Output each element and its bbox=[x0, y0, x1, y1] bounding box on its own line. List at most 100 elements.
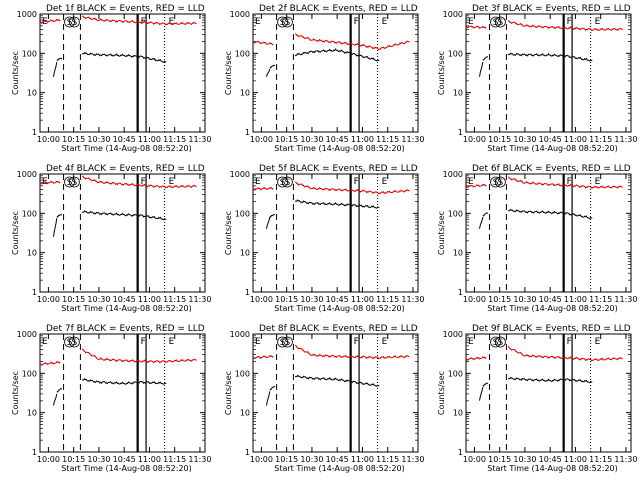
lld-series-segment-1 bbox=[39, 180, 61, 185]
y-tick-label: 100 bbox=[22, 49, 37, 58]
x-tick-label: 11:00 bbox=[138, 135, 161, 144]
y-tick-label: 1 bbox=[245, 448, 250, 457]
saa-marker-circle bbox=[495, 336, 506, 348]
lld-series-segment-1 bbox=[465, 183, 487, 189]
x-tick-label: 10:30 bbox=[87, 295, 110, 304]
x-tick-label: 10:15 bbox=[275, 295, 298, 304]
y-tick-label: 1000 bbox=[230, 330, 250, 339]
y-tick-label: 100 bbox=[235, 369, 250, 378]
y-tick-label: 100 bbox=[22, 209, 37, 218]
x-tick-label: 11:15 bbox=[376, 295, 399, 304]
plot-frame bbox=[252, 13, 419, 133]
x-tick-label: 10:30 bbox=[513, 455, 536, 464]
y-axis-label: Counts/sec bbox=[437, 371, 446, 415]
flare-marker-label: F bbox=[354, 337, 359, 347]
events-series-segment-3 bbox=[507, 52, 593, 62]
x-tick-label: 10:00 bbox=[37, 455, 60, 464]
x-tick-label: 10:45 bbox=[113, 135, 136, 144]
eclipse-marker-label: E bbox=[169, 177, 175, 187]
y-tick-label: 10 bbox=[240, 409, 250, 418]
events-series-segment-1 bbox=[266, 391, 271, 406]
events-series-segment-2 bbox=[56, 388, 63, 393]
x-tick-label: 11:30 bbox=[614, 455, 637, 464]
panel-title: Det 3f BLACK = Events, RED = LLD bbox=[472, 4, 631, 14]
eclipse-marker-label: E bbox=[595, 17, 601, 27]
lld-series-segment-1 bbox=[39, 18, 61, 25]
events-series-segment-2 bbox=[269, 64, 276, 69]
y-tick-label: 1000 bbox=[230, 170, 250, 179]
x-axis-label: Start Time (14-Aug-08 08:52:20) bbox=[61, 304, 192, 313]
y-tick-label: 1 bbox=[32, 128, 37, 137]
events-series-segment-2 bbox=[482, 56, 489, 61]
flare-marker-label: F bbox=[567, 337, 572, 347]
saa-marker-circle bbox=[69, 16, 80, 28]
x-tick-label: 10:00 bbox=[463, 455, 486, 464]
y-tick-label: 1000 bbox=[17, 330, 37, 339]
x-tick-label: 11:15 bbox=[163, 295, 186, 304]
x-tick-label: 11:00 bbox=[138, 455, 161, 464]
eclipse-marker-label-left: E bbox=[255, 177, 261, 187]
x-tick-label: 11:15 bbox=[376, 455, 399, 464]
y-axis-label: Counts/sec bbox=[11, 51, 20, 95]
x-tick-label: 10:30 bbox=[300, 455, 323, 464]
eclipse-marker-label: E bbox=[169, 17, 175, 27]
saa-marker-circle bbox=[282, 176, 293, 188]
x-tick-label: 10:15 bbox=[275, 135, 298, 144]
events-series-segment-3 bbox=[294, 48, 380, 62]
x-tick-label: 10:15 bbox=[62, 455, 85, 464]
x-tick-label: 11:15 bbox=[589, 135, 612, 144]
x-tick-label: 10:15 bbox=[488, 455, 511, 464]
x-axis-label: Start Time (14-Aug-08 08:52:20) bbox=[274, 304, 405, 313]
events-series-segment-1 bbox=[53, 62, 58, 77]
y-tick-label: 1 bbox=[245, 288, 250, 297]
x-tick-label: 10:15 bbox=[488, 295, 511, 304]
y-tick-label: 1 bbox=[32, 448, 37, 457]
x-tick-label: 10:45 bbox=[539, 295, 562, 304]
flare-marker-label: F bbox=[354, 17, 359, 27]
x-tick-label: 11:00 bbox=[351, 135, 374, 144]
x-tick-label: 10:45 bbox=[113, 455, 136, 464]
events-series-segment-1 bbox=[266, 216, 271, 229]
eclipse-marker-label-left: E bbox=[468, 177, 474, 187]
y-tick-label: 100 bbox=[448, 209, 463, 218]
lld-series-segment-1 bbox=[252, 354, 274, 360]
x-tick-label: 10:30 bbox=[513, 135, 536, 144]
x-tick-label: 11:30 bbox=[188, 135, 211, 144]
x-tick-label: 11:30 bbox=[188, 295, 211, 304]
x-tick-label: 10:45 bbox=[326, 455, 349, 464]
events-series-segment-2 bbox=[269, 214, 276, 218]
x-tick-label: 10:45 bbox=[539, 455, 562, 464]
saa-marker-label: S bbox=[72, 18, 78, 28]
eclipse-marker-label-left: E bbox=[468, 337, 474, 347]
x-tick-label: 11:00 bbox=[351, 455, 374, 464]
y-tick-label: 10 bbox=[453, 249, 463, 258]
x-tick-label: 11:15 bbox=[376, 135, 399, 144]
eclipse-marker-label: E bbox=[382, 337, 388, 347]
saa-marker-circle bbox=[495, 16, 506, 28]
lld-series-segment-2 bbox=[295, 33, 410, 51]
panel-det-4: Det 4f BLACK = Events, RED = LLD 1000 100 1… bbox=[11, 164, 211, 313]
events-series-segment-2 bbox=[56, 214, 63, 218]
events-series-segment-1 bbox=[479, 216, 484, 229]
plot-frame bbox=[465, 333, 632, 453]
x-tick-label: 10:45 bbox=[113, 295, 136, 304]
lld-series-segment-1 bbox=[465, 356, 487, 362]
events-series-segment-2 bbox=[482, 382, 489, 387]
y-axis-label: Counts/sec bbox=[11, 211, 20, 255]
events-series-segment-3 bbox=[507, 208, 593, 220]
x-tick-label: 11:15 bbox=[589, 455, 612, 464]
events-series-segment-3 bbox=[294, 199, 380, 209]
panel-det-2: Det 2f BLACK = Events, RED = LLD 1000 100 1… bbox=[224, 4, 424, 153]
y-axis-label: Counts/sec bbox=[11, 371, 20, 415]
plot-frame bbox=[465, 13, 632, 133]
y-tick-label: 1000 bbox=[443, 170, 463, 179]
x-tick-label: 11:30 bbox=[614, 135, 637, 144]
y-tick-label: 100 bbox=[22, 369, 37, 378]
y-axis-label: Counts/sec bbox=[224, 371, 233, 415]
events-series-segment-3 bbox=[81, 210, 167, 221]
saa-marker-label: S bbox=[72, 338, 78, 348]
x-tick-label: 10:30 bbox=[300, 295, 323, 304]
panel-title: Det 5f BLACK = Events, RED = LLD bbox=[259, 164, 418, 174]
x-tick-label: 10:45 bbox=[539, 135, 562, 144]
lld-series-segment-2 bbox=[507, 346, 623, 362]
